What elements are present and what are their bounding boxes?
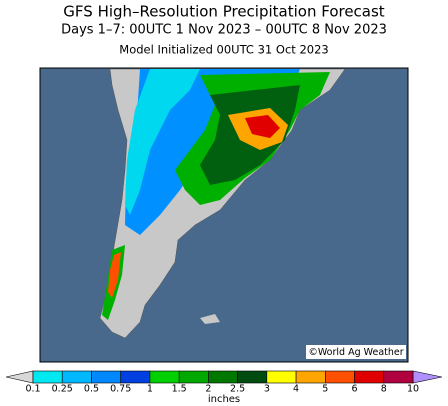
colorbar-label: 2.5 [230,384,245,395]
colorbar-label: 0.25 [52,384,73,395]
legend-unit: inches [208,394,240,405]
colorbar-segment [295,370,326,384]
map: ©World Ag Weather [39,67,409,363]
colorbar-label: 0.1 [25,384,40,395]
colorbar-label: 10 [407,384,419,395]
colorbar-segment [178,370,209,384]
colorbar-label: 1 [147,384,153,395]
colorbar-label: 2 [205,384,211,395]
colorbar-segment [266,370,297,384]
colorbar-label: 8 [381,384,387,395]
colorbar-segment [325,370,355,384]
credit-box [306,345,406,359]
colorbar-segment [32,370,63,384]
colorbar-label: 6 [352,384,358,395]
colorbar-label: 1.5 [172,384,187,395]
colorbar-segment [61,370,92,384]
precip-red [245,115,280,138]
credit: ©World Ag Weather [308,347,403,358]
colorbar-segment [237,370,268,384]
colorbar-segment [383,370,414,384]
colorbar-segment [149,370,180,384]
colorbar-segment [354,370,385,384]
subtitle: Days 1–7: 00UTC 1 Nov 2023 – 00UTC 8 Nov… [61,23,387,38]
colorbar-segment [208,370,238,384]
colorbar-segment [120,370,151,384]
colorbar-under [5,370,34,384]
colorbar: 0.1 0.25 0.5 0.75 1 1.5 2 2.5 3 4 5 6 8 10 [5,370,443,395]
colorbar-label: 4 [293,384,299,395]
colorbar-label: 3 [264,384,270,395]
colorbar-label: 0.5 [84,384,99,395]
colorbar-over [412,370,443,384]
title: GFS High–Resolution Precipitation Foreca… [63,3,385,21]
colorbar-label: 5 [322,384,328,395]
precip-south-red [108,252,121,298]
precip-cyan [125,69,200,215]
colorbar-segment [91,370,121,384]
model-init: Model Initialized 00UTC 31 Oct 2023 [119,43,328,57]
colorbar-label: 0.75 [110,384,131,395]
island [200,314,220,324]
